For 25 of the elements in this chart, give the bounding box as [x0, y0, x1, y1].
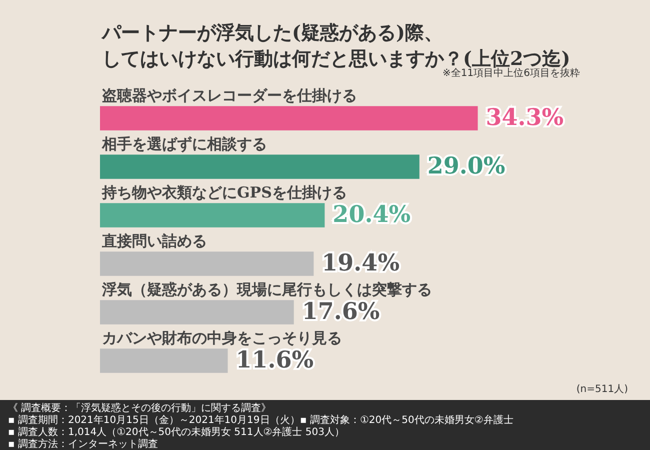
data-label: 19.4%	[322, 250, 400, 277]
bar	[100, 203, 325, 228]
text: (n=511人)	[576, 383, 628, 396]
bar	[100, 348, 228, 373]
bar	[100, 106, 478, 130]
y-tick-label: カバンや財布の中身をこっそり見る	[102, 329, 342, 348]
data-label: 29.0%	[427, 152, 506, 180]
y-tick-label: 直接問い詰める	[101, 232, 207, 250]
bar	[100, 252, 314, 276]
text: ▪ 調査期間：2021年10月15日（金）～2021年10月19日（火）	[8, 415, 300, 426]
y-tick-label: 持ち物や衣類などにGPSを仕掛ける	[101, 184, 347, 202]
y-tick-label: 盗聴器やボイスレコーダーを仕掛ける	[102, 86, 357, 105]
bar	[100, 300, 294, 324]
y-tick-label: 浮気（疑惑がある）現場に尾行もしくは突撃する	[101, 280, 432, 299]
text: ▪ 調査方法：インターネット調査	[8, 439, 159, 450]
annotation: ※全11項目中上位6項目を抜粋	[442, 68, 580, 80]
y-tick-label: 相手を選ばずに相談する	[101, 135, 267, 154]
data-label: 34.3%	[486, 104, 564, 132]
data-label: 20.4%	[332, 201, 411, 228]
data-label: 11.6%	[236, 346, 314, 374]
text: 《 調査概要：「浮気疑惑とその後の行動」に関する調査》	[8, 403, 272, 414]
data-label: 17.6%	[302, 298, 380, 326]
text: ▪ 調査対象：①20代～50代の未婚男女②弁護士	[300, 415, 514, 426]
text: ▪ 調査人数：1,014人（①20代～50代の未婚男女 511人②弁護士 503人）	[8, 427, 344, 438]
bar	[100, 154, 420, 179]
